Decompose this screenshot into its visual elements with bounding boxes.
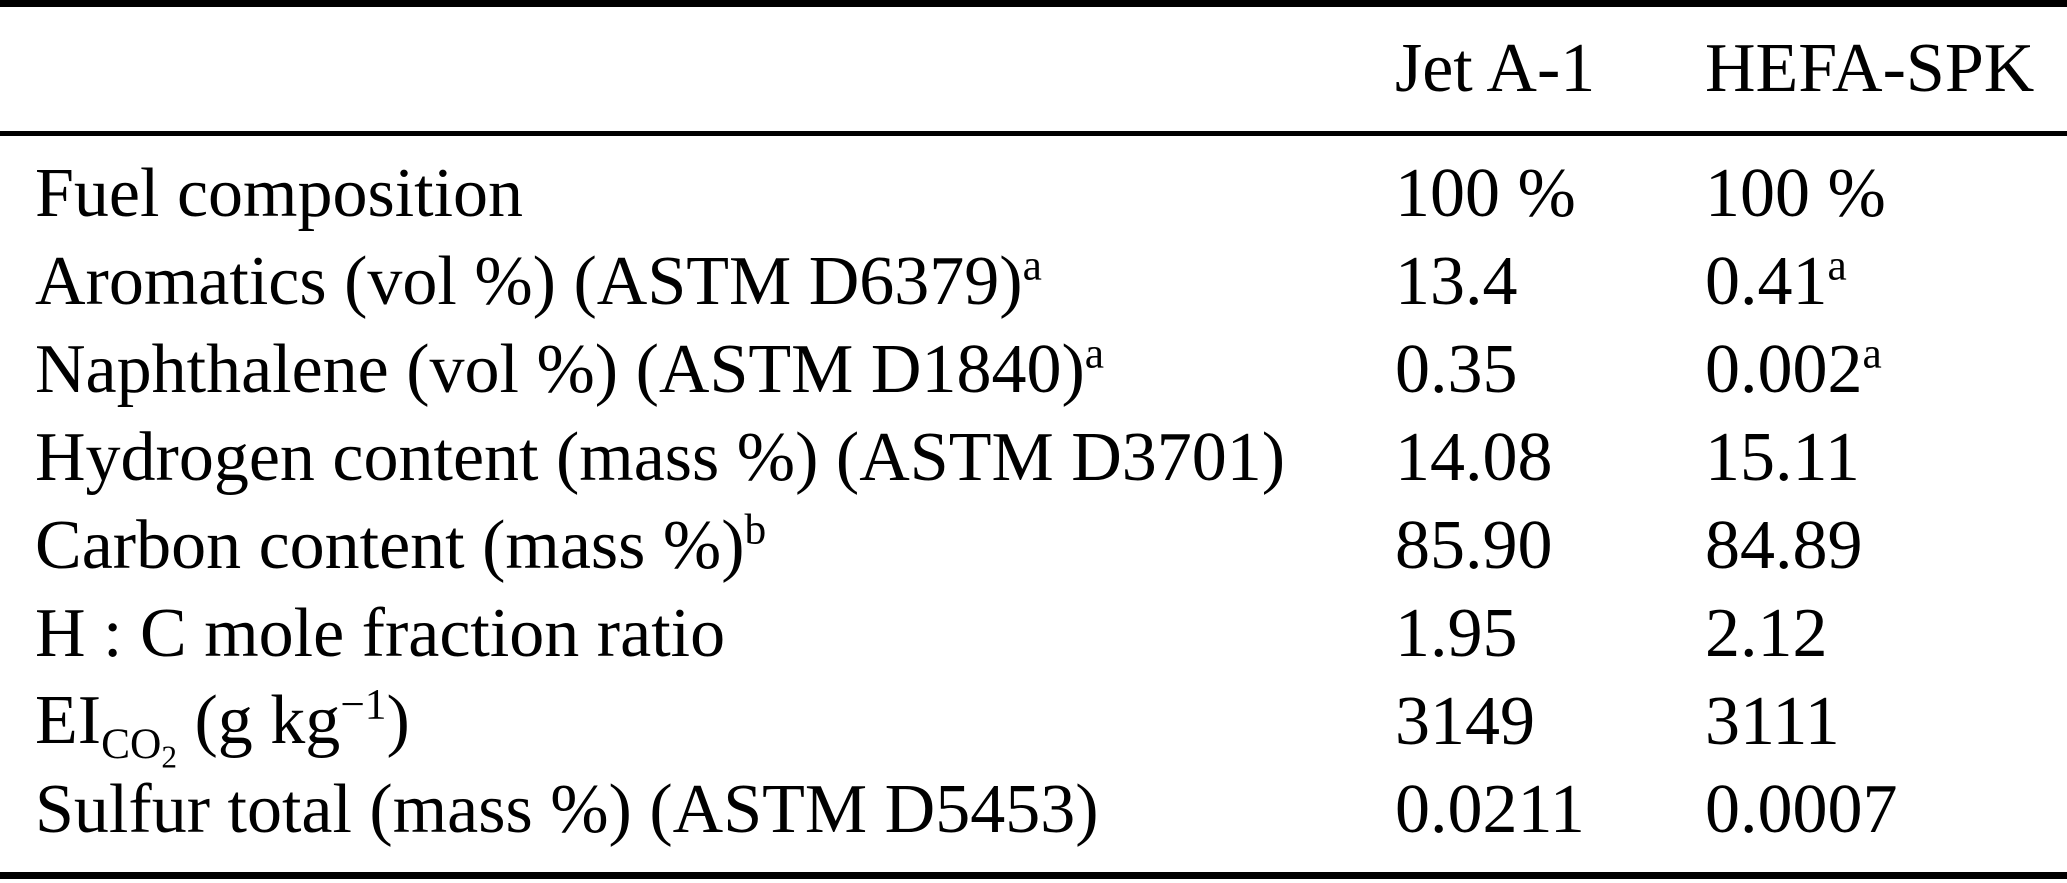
row-label: H : C mole fraction ratio — [35, 595, 726, 672]
hefa-spk-value: 100 % — [1705, 155, 1886, 232]
header-rule — [0, 131, 2067, 136]
hefa-spk-value: 0.002a — [1705, 329, 1882, 408]
jet-a1-value: 1.95 — [1395, 595, 1518, 672]
row-label: Carbon content (mass %)b — [35, 505, 767, 584]
bottom-rule — [0, 872, 2067, 879]
footnote-marker: a — [1022, 241, 1042, 290]
row-label: EICO2 (g kg−1) — [35, 680, 410, 775]
table-row-fuel-composition: Fuel composition 100 % 100 % — [0, 150, 2067, 238]
jet-a1-value: 0.0211 — [1395, 771, 1585, 848]
hefa-spk-value: 0.0007 — [1705, 771, 1898, 848]
hefa-spk-value: 2.12 — [1705, 595, 1828, 672]
table-row-carbon-content: Carbon content (mass %)b 85.90 84.89 — [0, 502, 2067, 590]
table-row-hydrogen-content: Hydrogen content (mass %) (ASTM D3701) 1… — [0, 414, 2067, 502]
table-row-hc-mole-fraction: H : C mole fraction ratio 1.95 2.12 — [0, 590, 2067, 678]
row-label: Aromatics (vol %) (ASTM D6379)a — [35, 241, 1042, 320]
table-row-aromatics: Aromatics (vol %) (ASTM D6379)a 13.4 0.4… — [0, 238, 2067, 326]
jet-a1-value: 85.90 — [1395, 507, 1553, 584]
row-label: Fuel composition — [35, 155, 524, 232]
footnote-marker: a — [1084, 329, 1105, 378]
hefa-spk-value: 3111 — [1705, 683, 1840, 760]
row-label: Sulfur total (mass %) (ASTM D5453) — [35, 771, 1099, 848]
exponent: −1 — [340, 680, 387, 729]
jet-a1-value: 0.35 — [1395, 331, 1518, 408]
column-header-hefa-spk: HEFA-SPK — [1705, 30, 2035, 107]
hefa-spk-value: 84.89 — [1705, 507, 1863, 584]
top-rule — [0, 0, 2067, 7]
row-label: Naphthalene (vol %) (ASTM D1840)a — [35, 329, 1105, 408]
hefa-spk-value: 0.41a — [1705, 241, 1847, 320]
table-header-row: Jet A-1 HEFA-SPK — [0, 7, 2067, 131]
jet-a1-value: 3149 — [1395, 683, 1535, 760]
table-body: Fuel composition 100 % 100 % Aromatics (… — [0, 150, 2067, 854]
column-header-jet-a1: Jet A-1 — [1395, 30, 1596, 107]
jet-a1-value: 100 % — [1395, 155, 1576, 232]
footnote-marker: a — [1827, 241, 1847, 290]
table-row-sulfur-total: Sulfur total (mass %) (ASTM D5453) 0.021… — [0, 766, 2067, 854]
footnote-marker: b — [744, 505, 767, 554]
table-row-naphthalene: Naphthalene (vol %) (ASTM D1840)a 0.35 0… — [0, 326, 2067, 414]
footnote-marker: a — [1862, 329, 1882, 378]
table-row-ei-co2: EICO2 (g kg−1) 3149 3111 — [0, 678, 2067, 775]
jet-a1-value: 13.4 — [1395, 243, 1518, 320]
co2-subscript: CO2 — [101, 720, 177, 775]
hefa-spk-value: 15.11 — [1705, 419, 1860, 496]
row-label: Hydrogen content (mass %) (ASTM D3701) — [35, 419, 1286, 496]
jet-a1-value: 14.08 — [1395, 419, 1553, 496]
